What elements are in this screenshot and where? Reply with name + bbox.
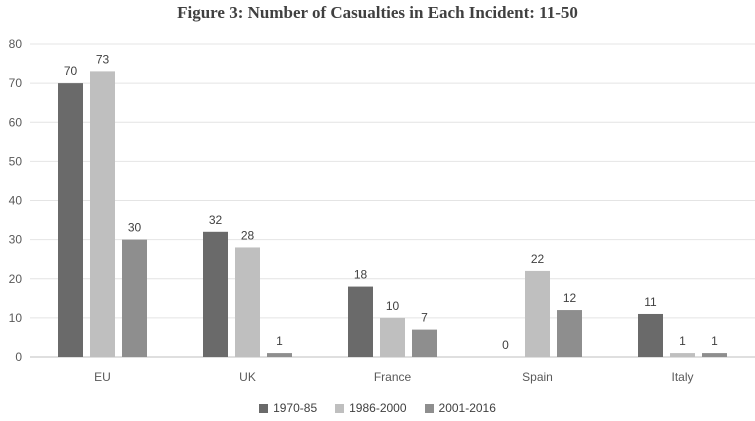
x-tick-label: Spain: [522, 370, 553, 384]
bar: [525, 270, 550, 357]
legend-label: 2001-2016: [438, 401, 496, 415]
bar: [58, 83, 83, 357]
bar: [412, 329, 437, 357]
legend-swatch: [259, 403, 269, 413]
bar: [235, 247, 260, 357]
data-label: 32: [209, 213, 223, 227]
data-label: 0: [502, 338, 509, 352]
data-label: 18: [354, 268, 368, 282]
legend-label: 1986-2000: [349, 401, 407, 415]
data-label: 22: [531, 252, 545, 266]
data-label: 10: [386, 299, 400, 313]
data-label: 1: [276, 334, 283, 348]
data-label: 28: [241, 228, 255, 242]
data-label: 11: [644, 295, 657, 309]
chart-title: Figure 3: Number of Casualties in Each I…: [177, 3, 578, 22]
x-tick-label: Italy: [671, 370, 693, 384]
bar: [670, 353, 695, 357]
legend: 1970-85 1986-2000 2001-2016: [0, 401, 755, 415]
y-tick-label: 70: [9, 76, 23, 90]
legend-item: 1986-2000: [335, 401, 407, 415]
bar: [557, 310, 582, 357]
bar: [267, 353, 292, 357]
y-tick-label: 10: [9, 311, 23, 325]
y-tick-label: 0: [15, 350, 22, 364]
y-tick-label: 80: [9, 37, 23, 51]
bar: [122, 239, 147, 357]
y-tick-label: 40: [9, 194, 23, 208]
data-label: 12: [563, 291, 577, 305]
data-label: 73: [96, 52, 110, 66]
data-label: 30: [128, 221, 142, 235]
legend-item: 2001-2016: [424, 401, 496, 415]
legend-swatch: [335, 403, 345, 413]
bar: [380, 317, 405, 357]
data-label: 70: [64, 64, 78, 78]
bar: [203, 231, 228, 357]
bar: [90, 71, 115, 357]
bar: [348, 286, 373, 357]
data-label: 1: [711, 334, 718, 348]
y-tick-label: 30: [9, 233, 23, 247]
bar: [638, 313, 663, 357]
legend-label: 1970-85: [273, 401, 318, 415]
data-label: 7: [421, 311, 428, 325]
data-label: 1: [679, 334, 686, 348]
bar: [702, 353, 727, 357]
y-tick-label: 50: [9, 154, 23, 168]
legend-swatch: [424, 403, 434, 413]
y-tick-label: 20: [9, 272, 23, 286]
x-tick-label: France: [374, 370, 412, 384]
x-tick-label: EU: [94, 370, 111, 384]
x-tick-label: UK: [239, 370, 256, 384]
legend-item: 1970-85: [259, 401, 317, 415]
y-tick-label: 60: [9, 115, 23, 129]
